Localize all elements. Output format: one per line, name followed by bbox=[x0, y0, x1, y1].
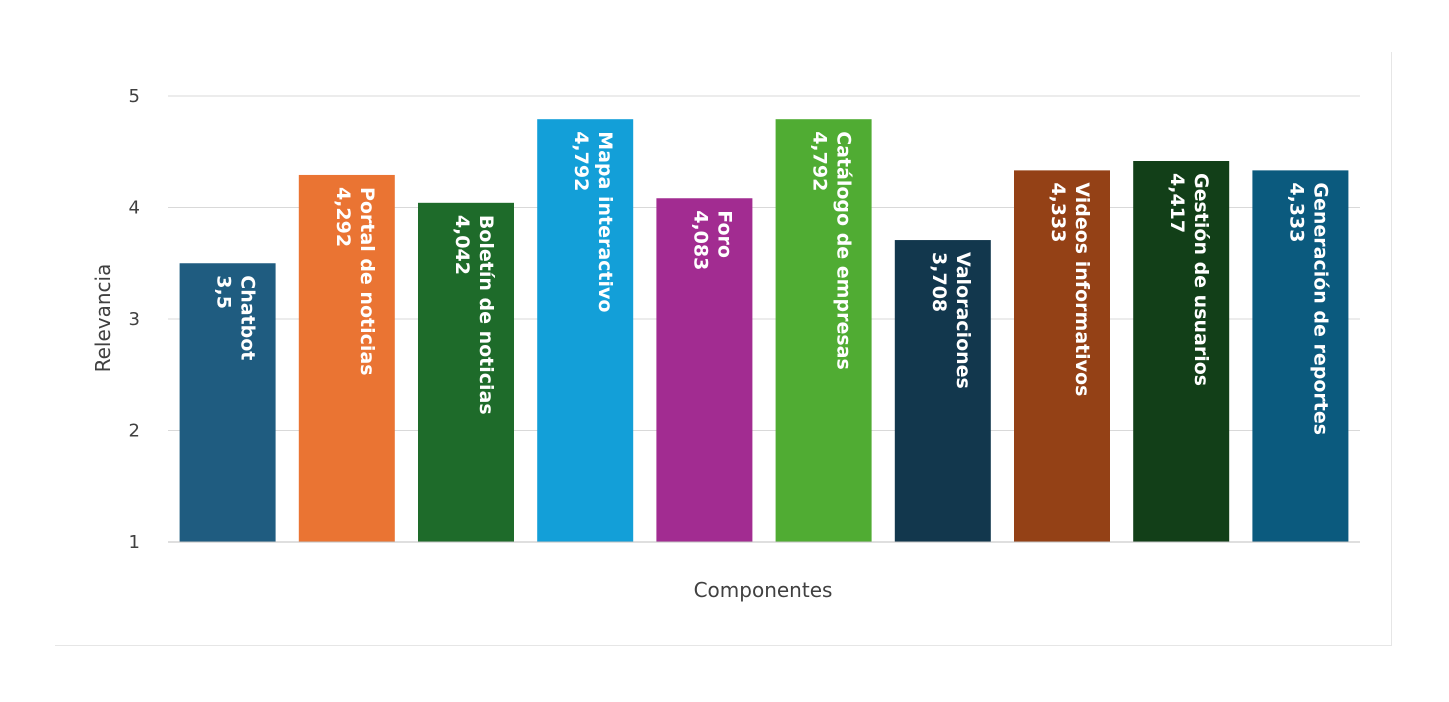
bar bbox=[179, 263, 276, 542]
chart-frame bbox=[55, 52, 1392, 646]
bar-value-label: 4,333 bbox=[1047, 182, 1069, 242]
bar-value-label: 4,292 bbox=[332, 187, 354, 247]
bar-value-label: 4,083 bbox=[689, 210, 711, 270]
bar-category-label: Generación de reportes bbox=[1309, 182, 1331, 435]
bar bbox=[775, 119, 872, 542]
bar bbox=[656, 198, 753, 543]
bar bbox=[1133, 161, 1230, 542]
x-axis-title: Componentes bbox=[694, 578, 833, 602]
bar-value-label: 4,792 bbox=[570, 131, 592, 191]
bar bbox=[537, 119, 634, 542]
bar-category-label: Boletín de noticias bbox=[475, 215, 497, 415]
bar bbox=[894, 240, 991, 543]
bar-value-label: 4,417 bbox=[1166, 173, 1188, 233]
bar-category-label: Catálogo de empresas bbox=[833, 131, 855, 370]
y-tick-label: 2 bbox=[129, 421, 140, 442]
bar-category-label: Mapa interactivo bbox=[594, 131, 616, 312]
bar-value-label: 3,5 bbox=[213, 275, 235, 309]
bar bbox=[1014, 170, 1110, 543]
bar bbox=[298, 174, 395, 542]
y-tick-label: 5 bbox=[129, 86, 140, 107]
bar bbox=[1252, 170, 1349, 543]
bar-value-label: 4,042 bbox=[451, 215, 473, 275]
bar-value-label: 4,792 bbox=[809, 131, 831, 191]
y-tick-label: 4 bbox=[129, 198, 140, 219]
y-tick-label: 3 bbox=[129, 309, 140, 330]
bar bbox=[418, 202, 514, 542]
y-axis-ticks: 1 2 3 4 5 bbox=[129, 86, 140, 553]
bar-category-label: Videos informativos bbox=[1071, 182, 1093, 396]
bar-value-label: 3,708 bbox=[928, 252, 950, 312]
bar-category-label: Portal de noticias bbox=[356, 187, 378, 376]
bar-category-label: Gestión de usuarios bbox=[1190, 173, 1212, 386]
bar-category-label: Valoraciones bbox=[952, 252, 974, 389]
y-tick-label: 1 bbox=[129, 532, 140, 553]
y-axis-title: Relevancia bbox=[91, 264, 115, 373]
bar-value-label: 4,333 bbox=[1285, 182, 1307, 242]
bar-category-label: Chatbot bbox=[237, 275, 259, 360]
bar-category-label: Foro bbox=[713, 210, 735, 258]
